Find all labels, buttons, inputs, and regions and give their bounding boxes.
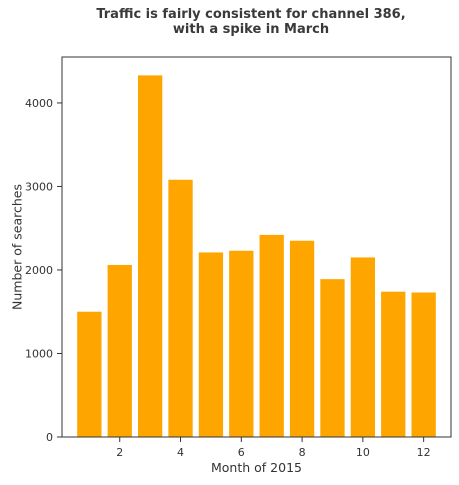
bar-month-11 <box>381 291 406 437</box>
bar-month-3 <box>137 75 163 438</box>
y-tick-label: 1000 <box>25 347 53 360</box>
y-tick-label: 2000 <box>25 264 53 277</box>
y-axis-label: Number of searches <box>9 184 24 310</box>
bar-month-12 <box>411 292 436 437</box>
bar-month-5 <box>198 252 224 437</box>
chart-title-line-1: Traffic is fairly consistent for channel… <box>96 7 405 22</box>
y-tick-label: 3000 <box>25 180 53 193</box>
x-tick-label: 8 <box>299 446 306 459</box>
bar-month-9 <box>320 279 345 437</box>
bar-month-4 <box>168 179 193 437</box>
y-axis-ticks: 0 1000 2000 3000 4000 <box>25 97 62 444</box>
y-tick-label: 4000 <box>25 97 53 110</box>
x-tick-label: 10 <box>356 446 370 459</box>
bar-month-7 <box>259 234 284 437</box>
bars <box>77 75 436 438</box>
x-axis-label: Month of 2015 <box>211 460 302 475</box>
x-tick-label: 2 <box>116 446 123 459</box>
bar-month-1 <box>77 311 102 437</box>
x-tick-label: 4 <box>177 446 184 459</box>
bar-month-8 <box>289 240 315 437</box>
chart-title: Traffic is fairly consistent for channel… <box>96 7 405 37</box>
x-tick-label: 6 <box>238 446 245 459</box>
x-tick-label: 12 <box>417 446 431 459</box>
x-axis-ticks: 2 4 6 8 10 12 <box>116 437 431 459</box>
bar-month-10 <box>350 257 376 437</box>
chart-title-line-2: with a spike in March <box>173 22 329 37</box>
plot-area-frame <box>61 56 452 438</box>
y-tick-label: 0 <box>46 431 53 444</box>
bar-month-6 <box>229 250 254 437</box>
bar-month-2 <box>107 264 132 437</box>
